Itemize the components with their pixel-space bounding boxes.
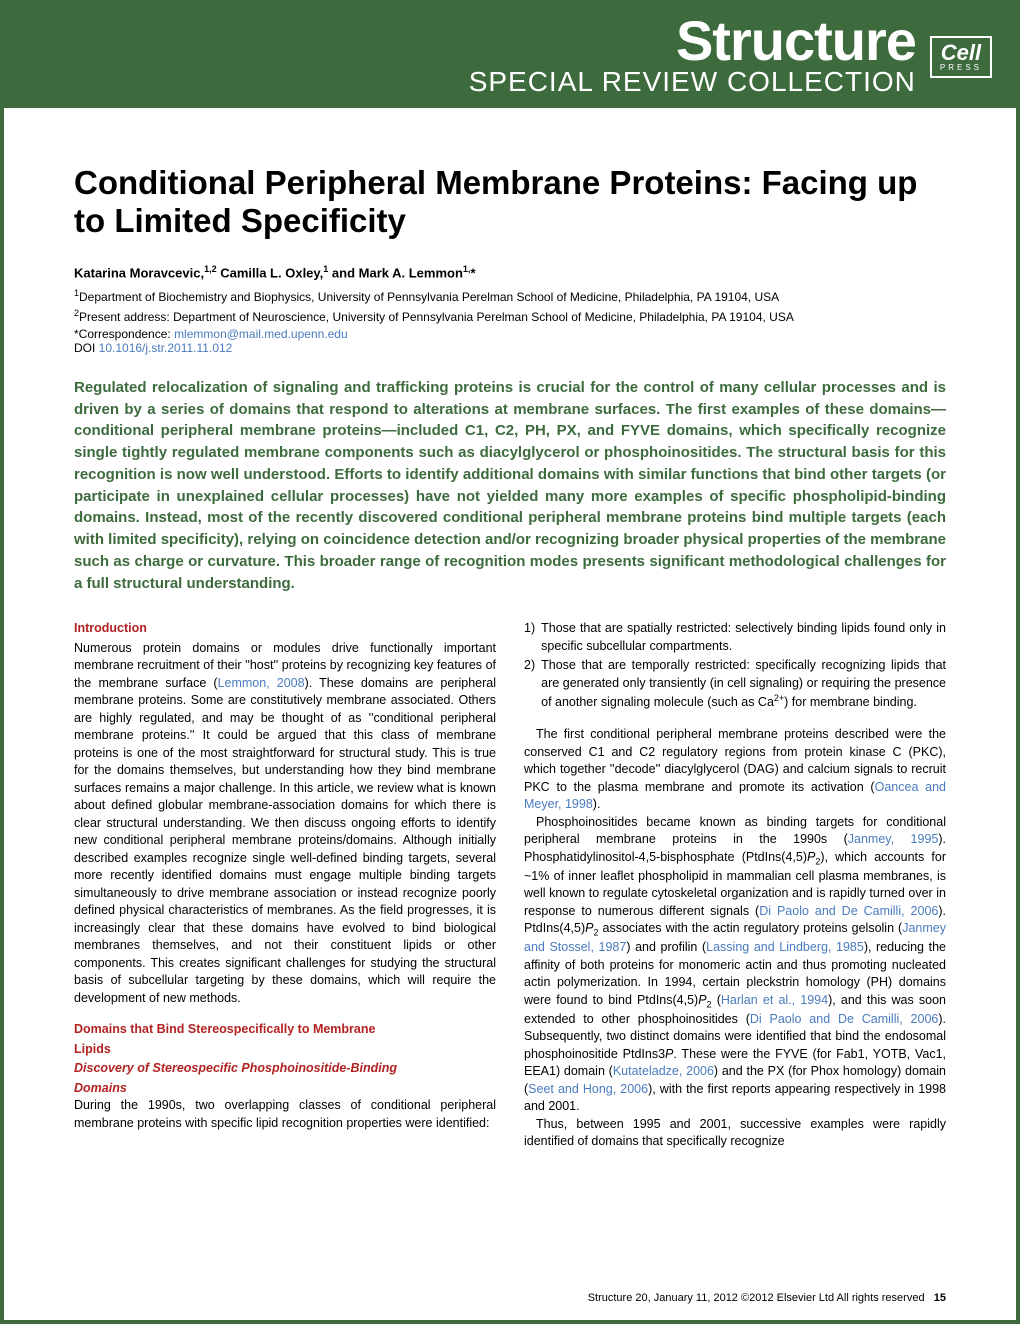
subheading-discovery-l2: Domains <box>74 1080 496 1098</box>
list-text-2: Those that are temporally restricted: sp… <box>541 657 946 712</box>
list-number-1: 1) <box>524 620 535 655</box>
subheading-discovery-l1: Discovery of Stereospecific Phosphoinosi… <box>74 1060 496 1078</box>
right-paragraph-2: Phosphoinositides became known as bindin… <box>524 814 946 1116</box>
publisher-logo-main: Cell <box>940 42 982 64</box>
article-title: Conditional Peripheral Membrane Proteins… <box>74 164 946 240</box>
list-item-2: 2) Those that are temporally restricted:… <box>524 657 946 712</box>
doi-label: DOI <box>74 341 99 355</box>
intro-paragraph: Numerous protein domains or modules driv… <box>74 640 496 1008</box>
section-heading-domains-l1: Domains that Bind Stereospecifically to … <box>74 1021 496 1039</box>
correspondence: *Correspondence: mlemmon@mail.med.upenn.… <box>74 327 946 341</box>
affiliation-2: 2Present address: Department of Neurosci… <box>74 307 946 325</box>
publisher-logo: Cell PRESS <box>930 36 992 78</box>
correspondence-email[interactable]: mlemmon@mail.med.upenn.edu <box>174 327 348 341</box>
correspondence-label: *Correspondence: <box>74 327 174 341</box>
footer-citation: Structure 20, January 11, 2012 ©2012 Els… <box>588 1292 925 1304</box>
journal-name: Structure <box>469 16 916 66</box>
author-list: Katarina Moravcevic,1,2 Camilla L. Oxley… <box>74 264 946 280</box>
page-footer: Structure 20, January 11, 2012 ©2012 Els… <box>588 1292 946 1304</box>
body-columns: Introduction Numerous protein domains or… <box>74 620 946 1150</box>
brand-block: Structure SPECIAL REVIEW COLLECTION <box>469 16 916 98</box>
publisher-logo-sub: PRESS <box>940 64 982 72</box>
page-frame: Structure SPECIAL REVIEW COLLECTION Cell… <box>0 0 1020 1324</box>
list-item-1: 1) Those that are spatially restricted: … <box>524 620 946 655</box>
section-2-block: Domains that Bind Stereospecifically to … <box>74 1021 496 1132</box>
affiliation-1: 1Department of Biochemistry and Biophysi… <box>74 287 946 305</box>
page-number: 15 <box>934 1292 946 1304</box>
abstract: Regulated relocalization of signaling an… <box>74 377 946 595</box>
doi-line: DOI 10.1016/j.str.2011.11.012 <box>74 341 946 355</box>
section-heading-introduction: Introduction <box>74 620 496 638</box>
right-paragraph-3: Thus, between 1995 and 2001, successive … <box>524 1116 946 1151</box>
journal-banner: Structure SPECIAL REVIEW COLLECTION Cell… <box>4 4 1016 108</box>
right-paragraph-1: The first conditional peripheral membran… <box>524 726 946 814</box>
section-heading-domains-l2: Lipids <box>74 1041 496 1059</box>
collection-name: SPECIAL REVIEW COLLECTION <box>469 66 916 98</box>
article-content: Conditional Peripheral Membrane Proteins… <box>4 108 1016 1151</box>
list-text-1: Those that are spatially restricted: sel… <box>541 620 946 655</box>
right-column: 1) Those that are spatially restricted: … <box>524 620 946 1150</box>
list-number-2: 2) <box>524 657 535 712</box>
section-2-paragraph: During the 1990s, two overlapping classe… <box>74 1097 496 1132</box>
left-column: Introduction Numerous protein domains or… <box>74 620 496 1150</box>
doi-link[interactable]: 10.1016/j.str.2011.11.012 <box>99 341 233 355</box>
